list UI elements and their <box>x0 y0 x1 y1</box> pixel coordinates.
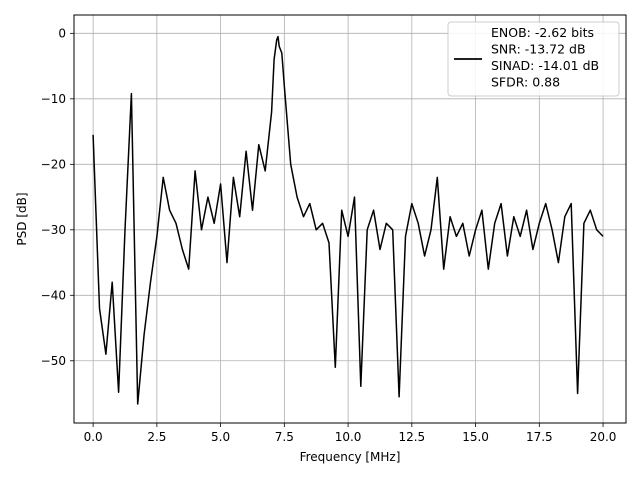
legend-entry: ENOB: -2.62 bits <box>491 25 594 40</box>
grid-lines <box>74 15 626 423</box>
psd-series <box>92 35 604 405</box>
legend-box <box>447 21 620 97</box>
y-tick-label: −50 <box>41 354 66 368</box>
x-tick-label: 2.5 <box>147 430 166 444</box>
x-tick-label: 15.0 <box>462 430 489 444</box>
y-tick-label: −30 <box>41 223 66 237</box>
y-tick-label: −10 <box>41 92 66 106</box>
legend-entry: SFDR: 0.88 <box>491 75 560 90</box>
legend-entry: SINAD: -14.01 dB <box>491 58 599 73</box>
plot-frame <box>73 14 627 424</box>
legend-entry: SNR: -13.72 dB <box>491 42 586 57</box>
x-axis-ticks: 0.0 2.5 5.0 7.5 10.0 12.5 15.0 17.5 20.0 <box>84 423 617 444</box>
x-tick-label: 7.5 <box>275 430 294 444</box>
x-tick-label: 12.5 <box>398 430 425 444</box>
y-tick-label: −40 <box>41 288 66 302</box>
x-tick-label: 0.0 <box>84 430 103 444</box>
x-tick-label: 17.5 <box>526 430 553 444</box>
y-axis-ticks: 0 −10 −20 −30 −40 −50 <box>41 26 74 368</box>
y-tick-label: 0 <box>58 26 66 40</box>
y-tick-label: −20 <box>41 157 66 171</box>
x-tick-label: 20.0 <box>590 430 617 444</box>
y-axis-label: PSD [dB] <box>15 192 29 245</box>
x-tick-label: 5.0 <box>211 430 230 444</box>
psd-series-line <box>92 35 604 405</box>
x-tick-label: 10.0 <box>335 430 362 444</box>
x-axis-label: Frequency [MHz] <box>300 450 401 464</box>
